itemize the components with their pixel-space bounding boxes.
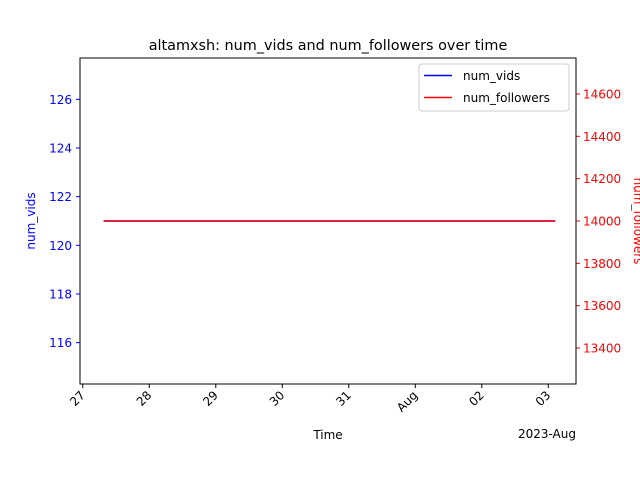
left-y-axis-label: num_vids: [24, 192, 38, 249]
legend-box: [418, 63, 570, 112]
left-y-tick-label: 124: [49, 142, 72, 156]
left-y-axis: 116 118 120 122 124 126: [49, 93, 80, 350]
x-tick-label: Aug: [394, 388, 420, 414]
right-y-tick-label: 14200: [583, 172, 621, 186]
x-tick-label: 31: [333, 388, 354, 409]
left-y-tick-label: 116: [49, 336, 72, 350]
plot-frame: [79, 57, 577, 385]
right-y-tick-label: 14600: [583, 87, 621, 101]
chart-title: altamxsh: num_vids and num_followers ove…: [149, 38, 508, 54]
x-tick-label: 30: [267, 388, 288, 409]
x-tick-label: 28: [134, 388, 155, 409]
right-y-axis-label: num_followers: [631, 178, 640, 265]
x-axis-label: Time: [312, 428, 342, 442]
x-tick-label: 27: [67, 388, 88, 409]
right-y-tick-label: 13600: [583, 299, 621, 313]
legend-label-num-followers: num_followers: [463, 91, 550, 105]
left-y-tick-label: 120: [49, 239, 72, 253]
right-y-tick-label: 14400: [583, 130, 621, 144]
legend: num_vids num_followers: [418, 63, 570, 112]
right-y-tick-label: 14000: [583, 215, 621, 229]
legend-label-num-vids: num_vids: [463, 69, 520, 83]
right-y-axis: 13400 13600 13800 14000 14200 14400 14600: [576, 87, 621, 356]
x-tick-label: 03: [533, 388, 554, 409]
left-y-tick-label: 126: [49, 93, 72, 107]
x-axis-offset-label: 2023-Aug: [518, 427, 576, 441]
left-y-tick-label: 118: [49, 287, 72, 301]
x-tick-label: 29: [200, 388, 221, 409]
right-y-tick-label: 13800: [583, 257, 621, 271]
left-y-tick-label: 122: [49, 190, 72, 204]
x-axis: 27 28 29 30 31 Aug 02 03: [67, 384, 553, 415]
right-y-tick-label: 13400: [583, 342, 621, 356]
x-tick-label: 02: [466, 388, 487, 409]
